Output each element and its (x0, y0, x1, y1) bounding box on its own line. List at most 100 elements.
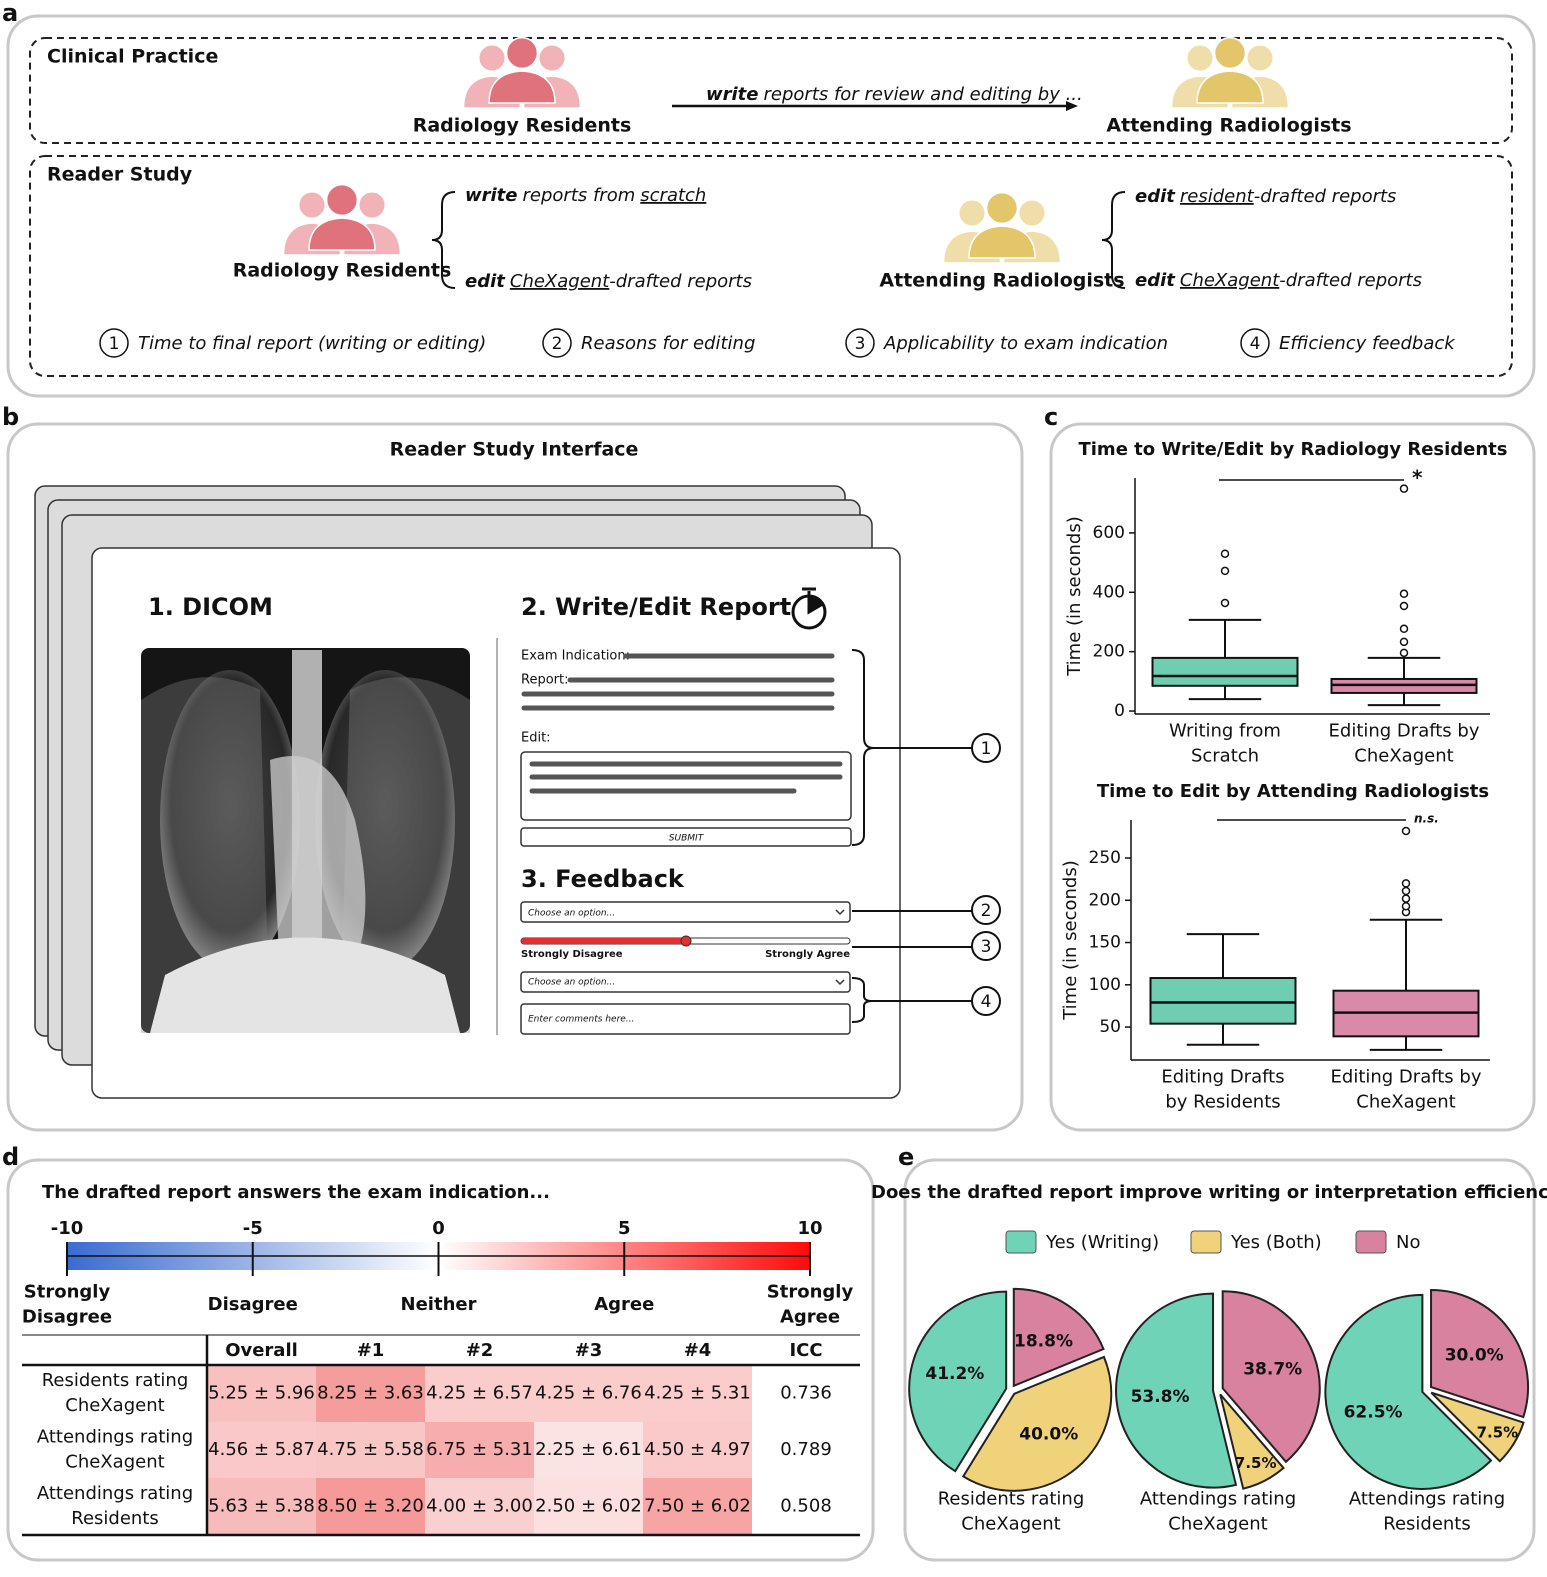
value-label: 18.8% (1014, 1332, 1073, 1352)
cell-shade (534, 1365, 643, 1422)
table-cell: 0.508 (780, 1496, 832, 1517)
value-label: 40.0% (1019, 1424, 1078, 1444)
table-cell: 4.25 ± 5.31 (644, 1383, 751, 1404)
number-circle (542, 328, 572, 358)
outlier (1220, 598, 1230, 608)
number-circle (971, 931, 1001, 961)
field-label: Exam Indication: (521, 649, 630, 664)
slider-knob (680, 935, 692, 947)
panel-label: e (898, 1143, 914, 1171)
panel-title: The drafted report answers the exam indi… (42, 1182, 550, 1203)
panel-label: b (2, 403, 19, 431)
placeholder-lines (521, 653, 843, 794)
clinical-box (29, 37, 1513, 144)
table-cell: 2.50 ± 6.02 (535, 1496, 642, 1517)
cell-shade (534, 1422, 643, 1478)
outlier (1220, 549, 1230, 558)
box (1151, 656, 1299, 687)
value-label: 62.5% (1344, 1402, 1403, 1422)
outlier (1401, 894, 1411, 903)
y-tick-label: 150 (1089, 933, 1121, 953)
brace (1101, 191, 1126, 289)
chevron (835, 979, 845, 986)
panel-label: c (1044, 403, 1058, 431)
section-title: Reader Study (47, 164, 193, 186)
number-circle (971, 895, 1001, 925)
cell-shade (207, 1478, 316, 1535)
column-header: ICC (789, 1340, 822, 1361)
table-cell: 4.50 ± 4.97 (644, 1439, 751, 1460)
button-label: SUBMIT (669, 834, 705, 844)
scale-label: Neither (401, 1294, 477, 1315)
pie-slice (1430, 1289, 1530, 1419)
dropdown (520, 901, 851, 923)
dropdown-text: Choose an option... (528, 978, 615, 988)
callout-number: 2 (981, 901, 992, 921)
person-head (325, 183, 359, 217)
person-head (477, 43, 507, 73)
cell-shade (316, 1422, 425, 1478)
person-head (537, 43, 567, 73)
table-cell: 4.75 ± 5.58 (317, 1439, 424, 1460)
number-circle (1240, 328, 1270, 358)
table-cell: 2.25 ± 6.61 (535, 1439, 642, 1460)
legend-swatch (1355, 1230, 1387, 1254)
scale-label: Disagree (208, 1294, 298, 1315)
outlier (1399, 637, 1409, 647)
chevron (835, 909, 845, 916)
people-icon (942, 191, 1062, 264)
box (1149, 977, 1297, 1025)
heading: 2. Write/Edit Report (521, 593, 791, 621)
outlier (1401, 826, 1411, 836)
y-tick-label: 400 (1093, 582, 1125, 602)
field-label: Edit: (521, 731, 551, 746)
pie-label: CheXagent (961, 1514, 1060, 1535)
person-head (957, 198, 987, 228)
table-cell: 0.789 (780, 1439, 832, 1460)
pie-slice (1012, 1287, 1105, 1388)
outlier (1220, 566, 1230, 576)
scale-label: Agree (594, 1294, 654, 1315)
pie-slice (1221, 1290, 1321, 1464)
table-cell: 4.56 ± 5.87 (208, 1439, 315, 1460)
cell-shade (643, 1422, 752, 1478)
cell-shade (643, 1365, 752, 1422)
field-label: Report: (521, 673, 568, 688)
section-title: Clinical Practice (47, 46, 218, 68)
cell-shade (534, 1478, 643, 1535)
value-label: 7.5% (1477, 1424, 1519, 1442)
brace (431, 191, 456, 289)
y-axis-label: Time (in seconds) (1060, 860, 1081, 1021)
dropdown (520, 971, 851, 993)
outlier (1399, 484, 1409, 493)
cell-shade (643, 1478, 752, 1535)
column-header: Overall (225, 1340, 298, 1361)
person-head (505, 36, 539, 70)
measure-label: Reasons for editing (581, 333, 755, 354)
legend-label: No (1396, 1232, 1420, 1253)
row-label: Attendings rating (37, 1483, 193, 1504)
edit-box (520, 751, 852, 821)
callout-number: 4 (981, 992, 992, 1012)
y-tick-label: 600 (1093, 523, 1125, 543)
cell-shade (316, 1365, 425, 1422)
outlier (1399, 648, 1409, 658)
measure-label: Efficiency feedback (1279, 333, 1456, 354)
outlier (1401, 879, 1411, 888)
people-icon (1170, 36, 1290, 109)
scale-label: Strongly (767, 1282, 854, 1303)
number-circle (971, 733, 1001, 763)
measure-label: Time to final report (writing or editing… (138, 333, 486, 354)
legend-label: Yes (Writing) (1045, 1232, 1159, 1253)
column-header: #3 (575, 1340, 603, 1361)
slider-fill (521, 938, 686, 944)
panel-label: d (2, 1143, 19, 1171)
scale-label: Agree (780, 1307, 840, 1328)
table-cell: 8.50 ± 3.20 (317, 1496, 424, 1517)
panel-c (1049, 422, 1536, 1132)
pie-slice (908, 1290, 1008, 1473)
x-tick-label: Editing Drafts by (1331, 1067, 1482, 1088)
callout-number: 1 (981, 739, 992, 759)
measure-number: 2 (552, 334, 563, 354)
person-head (1245, 43, 1275, 73)
